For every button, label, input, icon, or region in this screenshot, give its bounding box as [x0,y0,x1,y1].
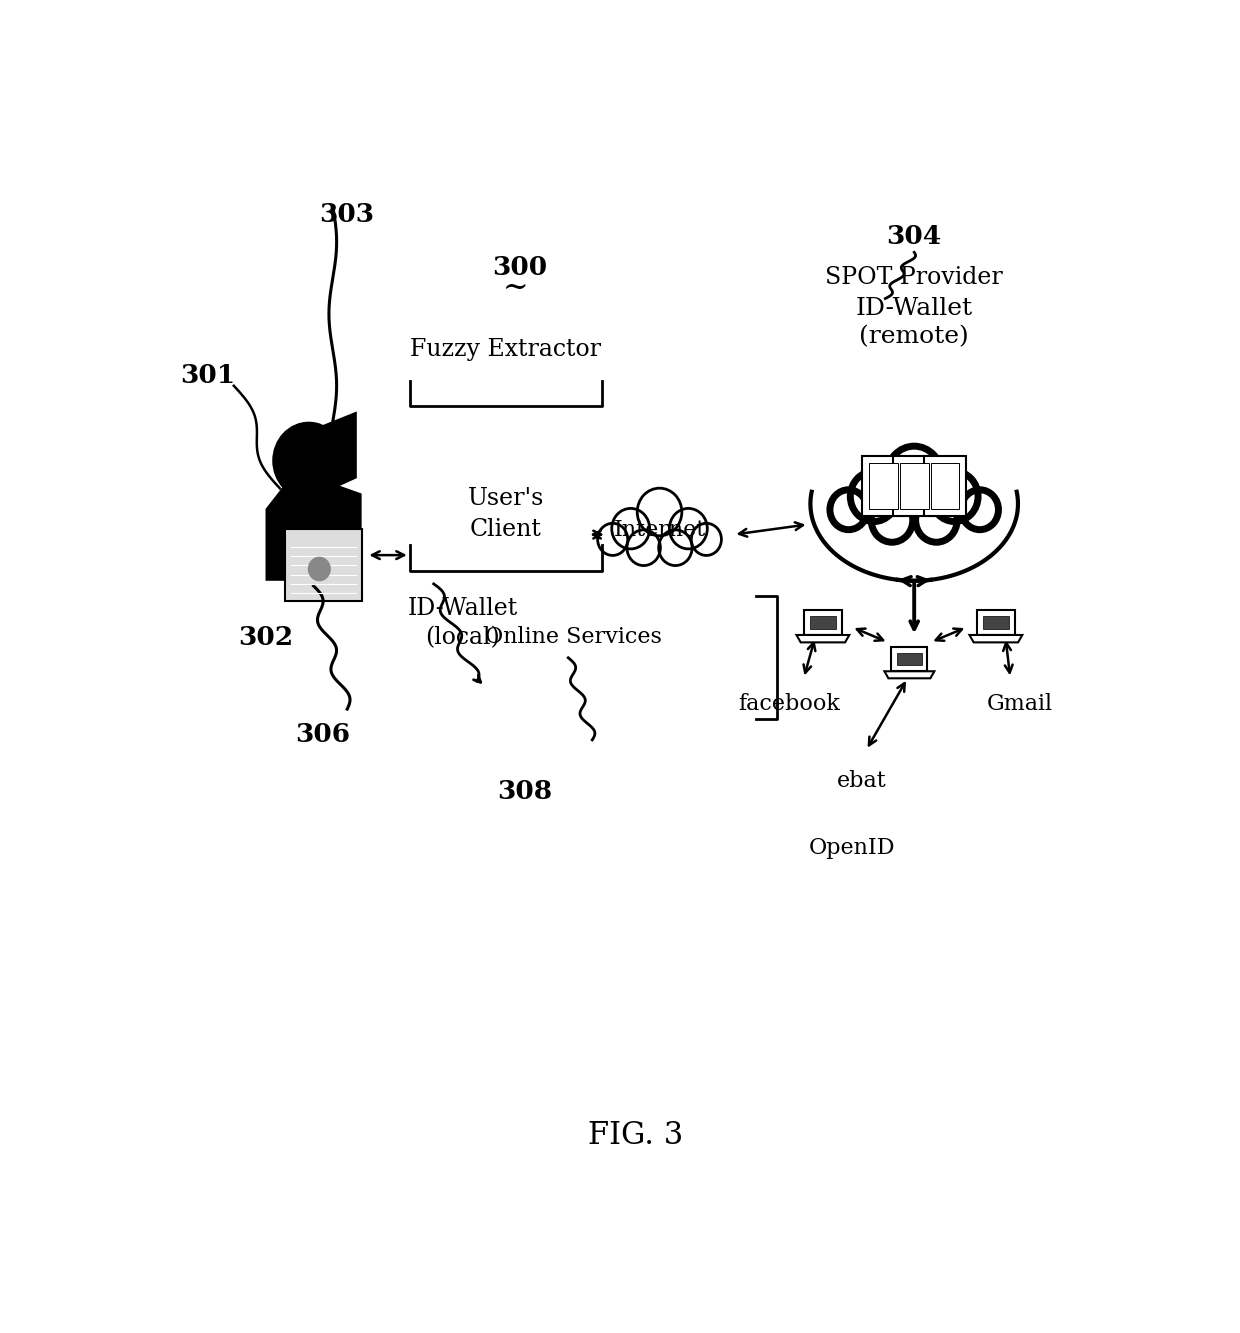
Text: (local): (local) [425,625,500,649]
FancyBboxPatch shape [804,609,842,635]
Circle shape [931,472,978,521]
Text: Internet: Internet [614,520,706,541]
Polygon shape [265,479,362,581]
FancyBboxPatch shape [982,616,1009,629]
Circle shape [961,489,998,529]
FancyBboxPatch shape [900,463,929,509]
Text: Online Services: Online Services [485,627,661,648]
Polygon shape [319,412,357,493]
Text: Client: Client [470,519,542,541]
Text: FIG. 3: FIG. 3 [588,1120,683,1150]
Circle shape [273,421,345,500]
FancyBboxPatch shape [898,653,921,665]
Polygon shape [884,672,935,678]
Text: ~: ~ [502,273,528,304]
Circle shape [915,499,957,543]
Text: 306: 306 [295,722,351,748]
FancyBboxPatch shape [892,647,928,672]
Text: 301: 301 [180,363,236,388]
Circle shape [887,447,942,505]
Text: 303: 303 [320,201,374,227]
FancyBboxPatch shape [285,529,362,601]
FancyBboxPatch shape [977,609,1014,635]
Text: ID-Wallet: ID-Wallet [856,297,972,320]
FancyBboxPatch shape [862,456,905,516]
Circle shape [692,524,722,556]
Circle shape [611,508,650,549]
Text: ID-Wallet: ID-Wallet [408,597,517,620]
Text: User's: User's [467,487,544,511]
FancyBboxPatch shape [893,456,935,516]
Text: (remote): (remote) [859,325,970,348]
Text: 300: 300 [492,255,548,280]
Circle shape [627,529,661,565]
Text: 302: 302 [238,625,293,649]
Polygon shape [970,635,1022,643]
Text: Gmail: Gmail [987,693,1053,714]
Circle shape [598,524,627,556]
Text: 304: 304 [887,224,942,249]
Text: Fuzzy Extractor: Fuzzy Extractor [410,339,601,361]
Polygon shape [796,635,849,643]
FancyBboxPatch shape [869,463,898,509]
Circle shape [872,499,913,543]
Circle shape [637,488,682,536]
Text: facebook: facebook [738,693,841,714]
Circle shape [308,557,331,581]
Text: SPOT Provider: SPOT Provider [826,267,1003,289]
Text: OpenID: OpenID [808,837,895,858]
FancyBboxPatch shape [924,456,966,516]
Text: ebat: ebat [837,770,887,792]
Text: 308: 308 [497,778,553,804]
FancyBboxPatch shape [810,616,836,629]
Circle shape [670,508,707,549]
Circle shape [830,489,867,529]
Circle shape [658,529,692,565]
FancyBboxPatch shape [930,463,960,509]
Circle shape [851,472,898,521]
